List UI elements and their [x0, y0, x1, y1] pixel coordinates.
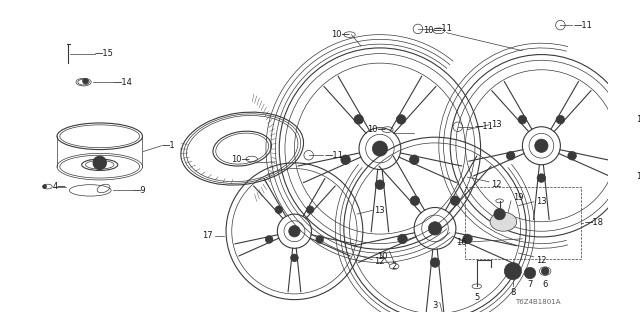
- Circle shape: [504, 263, 522, 280]
- Circle shape: [518, 115, 527, 124]
- Circle shape: [410, 196, 420, 205]
- Text: 4—: 4—: [53, 182, 67, 191]
- Circle shape: [266, 236, 273, 243]
- Circle shape: [410, 155, 419, 164]
- Circle shape: [43, 185, 47, 188]
- Text: —18: —18: [584, 218, 603, 227]
- Circle shape: [291, 254, 298, 262]
- Text: —11: —11: [573, 20, 593, 30]
- Circle shape: [535, 139, 548, 152]
- Text: 10—: 10—: [423, 26, 442, 35]
- Text: 19: 19: [513, 194, 524, 203]
- Text: 13: 13: [636, 115, 640, 124]
- Circle shape: [537, 174, 546, 182]
- Text: 10—: 10—: [231, 155, 250, 164]
- Text: 2: 2: [391, 262, 397, 271]
- Text: 12: 12: [636, 172, 640, 181]
- Text: —11: —11: [434, 24, 453, 33]
- Text: 3: 3: [433, 301, 438, 310]
- Text: —11: —11: [475, 122, 494, 131]
- Circle shape: [494, 208, 506, 220]
- Text: 13: 13: [374, 206, 385, 215]
- Circle shape: [93, 156, 106, 170]
- Text: 7: 7: [527, 280, 532, 289]
- Text: —1: —1: [161, 141, 175, 150]
- Text: 13: 13: [536, 197, 547, 206]
- Circle shape: [354, 115, 364, 124]
- Text: 10—: 10—: [367, 125, 386, 134]
- Circle shape: [428, 222, 442, 235]
- Text: —14: —14: [114, 78, 133, 87]
- Text: —11: —11: [325, 151, 344, 160]
- Circle shape: [289, 226, 300, 237]
- Text: —9: —9: [133, 186, 147, 195]
- Circle shape: [307, 206, 314, 213]
- Text: 16: 16: [456, 238, 467, 247]
- Circle shape: [397, 234, 407, 244]
- Circle shape: [430, 258, 440, 267]
- Text: 5: 5: [474, 293, 479, 302]
- Text: 10: 10: [377, 252, 388, 261]
- Text: 8: 8: [510, 288, 516, 297]
- Text: 17: 17: [202, 231, 212, 241]
- Text: T6Z4B1801A: T6Z4B1801A: [515, 300, 561, 306]
- Text: 12: 12: [374, 257, 385, 266]
- Circle shape: [341, 155, 350, 164]
- Circle shape: [506, 151, 515, 160]
- Circle shape: [275, 206, 283, 213]
- Ellipse shape: [490, 212, 516, 231]
- Circle shape: [556, 115, 564, 124]
- Text: —15: —15: [95, 49, 114, 58]
- Circle shape: [316, 236, 324, 243]
- Text: 12: 12: [536, 256, 546, 265]
- Circle shape: [524, 267, 536, 279]
- Circle shape: [568, 151, 577, 160]
- Circle shape: [375, 180, 385, 189]
- Text: 12: 12: [491, 180, 502, 189]
- Text: 10—: 10—: [331, 30, 349, 39]
- Circle shape: [463, 234, 472, 244]
- Circle shape: [541, 267, 549, 275]
- Text: 6: 6: [543, 280, 548, 289]
- Circle shape: [451, 196, 460, 205]
- Circle shape: [83, 78, 88, 84]
- Text: 13: 13: [491, 120, 502, 129]
- Bar: [465, 187, 581, 259]
- Circle shape: [372, 141, 388, 156]
- Circle shape: [396, 115, 406, 124]
